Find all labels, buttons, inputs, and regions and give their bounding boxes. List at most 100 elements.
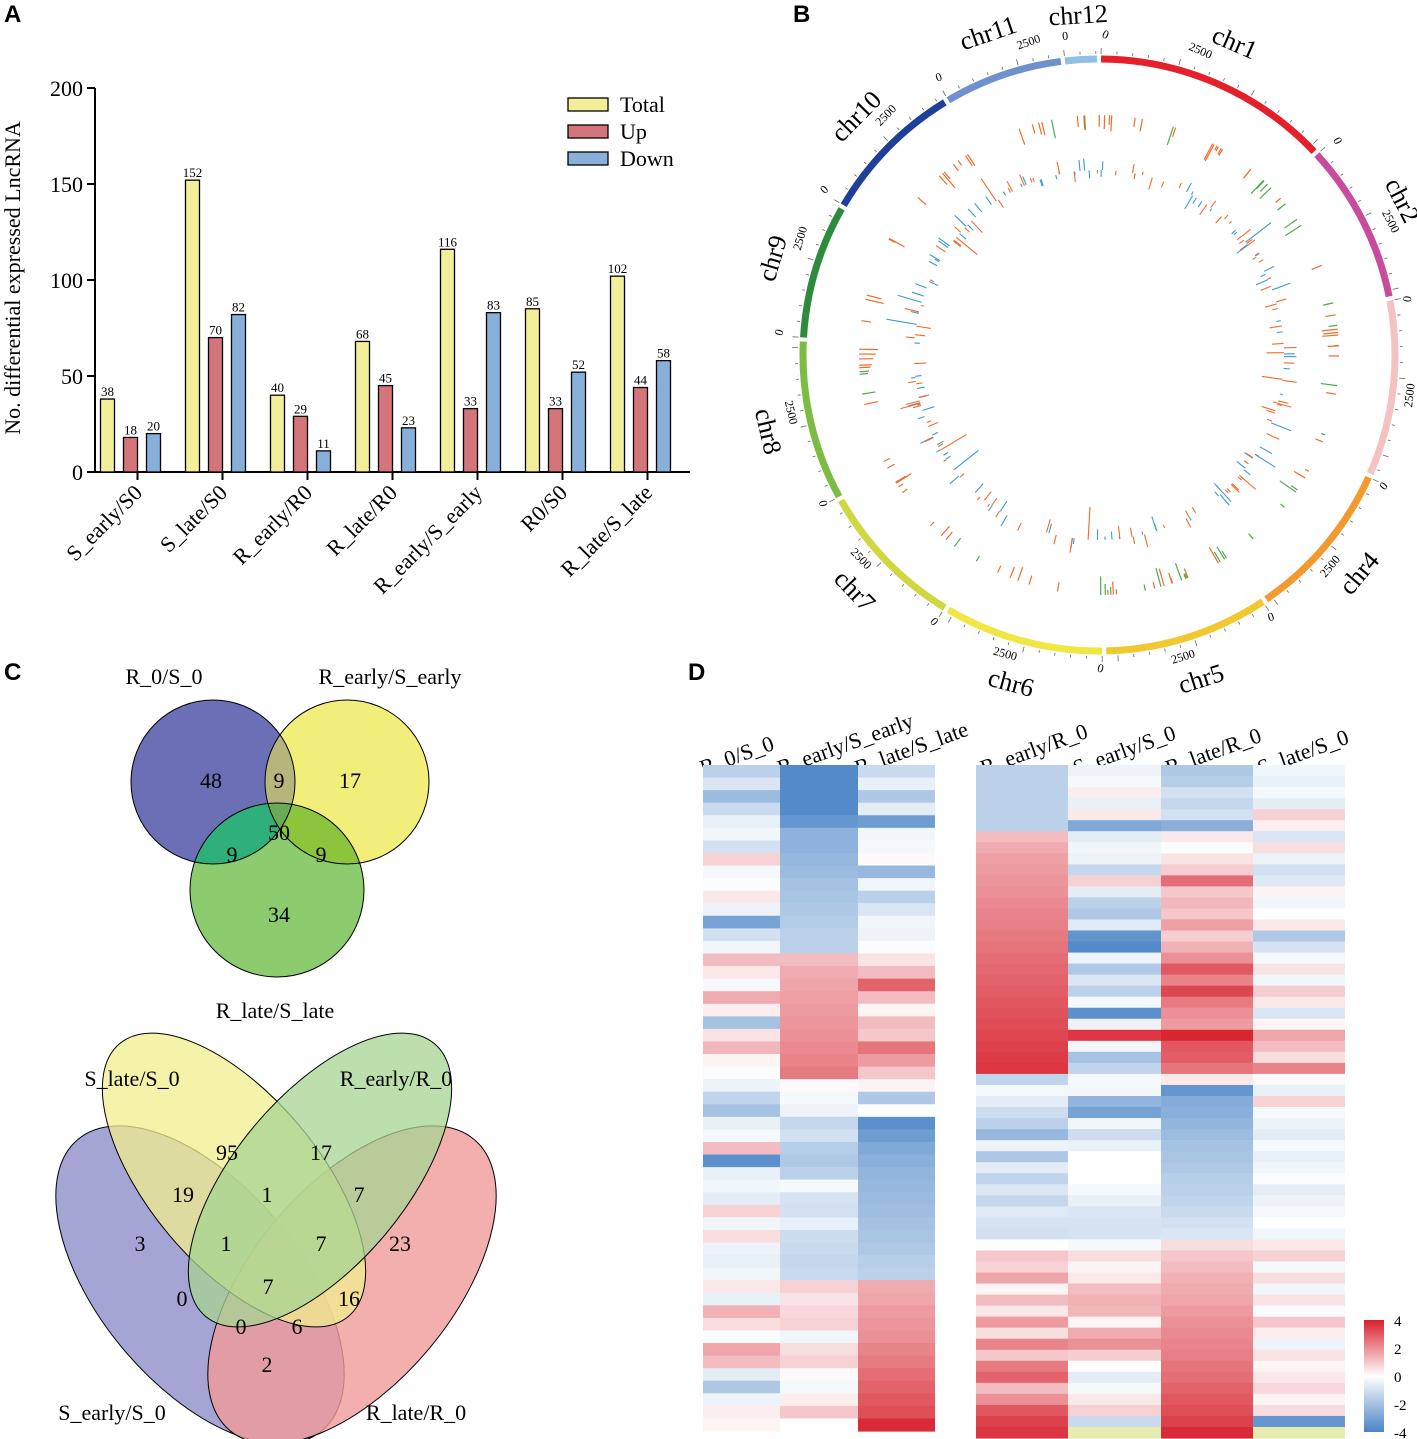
heatmap-cell <box>1161 1051 1253 1064</box>
heatmap-cell <box>976 941 1068 954</box>
heatmap-cell <box>780 1380 858 1394</box>
heatmap-cell <box>858 1141 935 1156</box>
heatmap-cell <box>1161 1018 1253 1031</box>
heatmap-cell <box>703 928 780 942</box>
heatmap-cell <box>976 1040 1068 1053</box>
tick-label-max: 2500 <box>1169 646 1196 667</box>
heatmap-cell <box>976 1029 1068 1042</box>
bar-value-label: 23 <box>402 413 415 428</box>
inner-track-mark <box>929 279 935 283</box>
venn3-label-r0-s0: R_0/S_0 <box>125 664 202 689</box>
heatmap-cell <box>858 991 935 1005</box>
inner-track-mark <box>1184 195 1194 210</box>
heatmap-cell <box>703 1066 780 1080</box>
heatmap-cell <box>858 1229 935 1244</box>
heatmap-cell <box>1161 1382 1253 1395</box>
heatmap-cell <box>1253 1393 1345 1406</box>
heatmap-cell <box>976 1272 1068 1285</box>
inner-track-mark <box>1237 476 1243 481</box>
heatmap-cell <box>1068 897 1161 910</box>
heatmap-cell <box>703 1116 780 1131</box>
heatmap-cell <box>1068 1371 1161 1384</box>
heatmap-cell <box>1068 1206 1161 1218</box>
heatmap-cell <box>976 1294 1068 1307</box>
outer-track-mark <box>1031 124 1036 134</box>
panel-letter-a: A <box>4 1 21 28</box>
inner-track-mark <box>1070 538 1074 549</box>
chromosome-arc-chr2 <box>1314 152 1393 298</box>
tick-mark <box>874 149 877 153</box>
heatmap-cell <box>780 852 858 867</box>
heatmap-cell <box>703 765 780 779</box>
heatmap-cell <box>1253 809 1345 821</box>
outer-track-mark <box>1322 334 1339 337</box>
heatmap-cell <box>1068 1084 1161 1097</box>
inner-track-mark <box>1132 536 1136 545</box>
tick-mark <box>1377 469 1381 472</box>
outer-track-mark <box>964 155 973 167</box>
heatmap-cell <box>780 928 858 942</box>
inner-track-mark <box>1271 282 1291 291</box>
outer-track-mark <box>1017 567 1024 582</box>
inner-track-mark <box>1254 252 1260 256</box>
bar-total <box>609 275 626 473</box>
heatmap-cell <box>976 776 1068 788</box>
heatmap-cell <box>1253 1283 1345 1296</box>
heatmap-cell <box>976 1129 1068 1141</box>
heatmap-cell <box>1068 1272 1161 1285</box>
legend-label-down: Down <box>620 146 674 171</box>
inner-track-mark <box>1246 452 1254 459</box>
heatmap-cell <box>1068 1250 1161 1263</box>
heatmap-cell <box>1253 1184 1345 1196</box>
outer-track-mark <box>859 364 872 366</box>
chromosome-arc-chr6 <box>946 606 1103 655</box>
heatmap-cell <box>858 1028 935 1043</box>
inner-track-mark <box>1215 216 1223 224</box>
tick-mark <box>1340 173 1344 176</box>
heatmap-cell <box>1068 1415 1161 1428</box>
heatmap-cell <box>1068 1018 1161 1031</box>
heatmap-cell <box>703 966 780 980</box>
inner-track-mark <box>1110 531 1113 540</box>
inner-track-mark <box>1226 488 1231 493</box>
outer-track-mark <box>859 370 870 373</box>
tick-mark <box>1330 160 1334 164</box>
heatmap-cell <box>703 890 780 904</box>
heatmap-cell <box>1161 1040 1253 1053</box>
heatmap-cell <box>703 827 780 841</box>
heatmap-cell <box>1253 1073 1345 1086</box>
inner-track-mark <box>1266 409 1275 414</box>
chromosome-arc-chr9 <box>800 207 845 338</box>
heatmap-cell <box>1253 820 1345 832</box>
tick-mark <box>921 107 925 111</box>
heatmap-cell <box>1068 1261 1161 1274</box>
venn4-count: 7 <box>316 1231 327 1256</box>
tick-mark <box>1391 424 1395 426</box>
venn-four: S_late/S_0 R_early/R_0 S_early/S_0 R_lat… <box>55 1032 497 1439</box>
inner-track-mark <box>1277 403 1282 407</box>
tick-label-zero: 0 <box>771 327 786 337</box>
heatmap-cell <box>1161 1228 1253 1241</box>
tick-mark <box>1365 212 1372 216</box>
tick-mark <box>963 624 966 628</box>
inner-track-mark <box>1269 325 1282 329</box>
tick-mark <box>863 161 867 165</box>
heatmap-cell <box>1253 908 1345 921</box>
bar-down <box>485 311 502 473</box>
bar-up <box>122 436 139 473</box>
tick-mark <box>1388 272 1392 275</box>
heatmap-cell <box>1253 1360 1345 1373</box>
tick-label-zero: 0 <box>1100 27 1111 42</box>
heatmap-cell <box>976 963 1068 976</box>
outer-track-mark <box>1133 117 1136 127</box>
heatmap-cell <box>1068 1393 1161 1406</box>
heatmap-cell <box>1253 963 1345 976</box>
heatmap-cell <box>780 1104 858 1118</box>
heatmap-cell <box>976 1162 1068 1174</box>
tick-mark <box>1208 71 1211 75</box>
bar-value-label: 40 <box>271 380 284 395</box>
outer-track-mark <box>1275 197 1282 203</box>
heatmap-cell <box>858 890 935 904</box>
heatmap-cell <box>1161 1316 1253 1329</box>
